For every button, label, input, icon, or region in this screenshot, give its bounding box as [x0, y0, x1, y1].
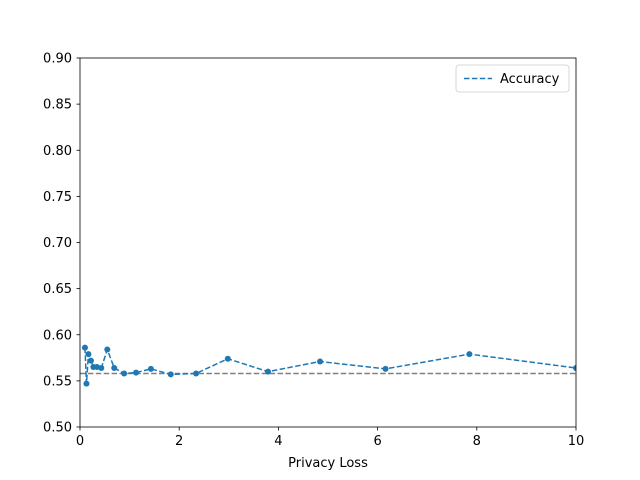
accuracy-point [85, 351, 92, 358]
legend: Accuracy [455, 64, 570, 93]
y-tick-label: 0.70 [43, 236, 72, 251]
accuracy-point [83, 380, 90, 387]
legend-label: Accuracy [500, 72, 560, 87]
axes: 0 2 4 6 8 10 0.50 0.55 0.60 0.65 0.70 0.75 0.80 0.85 0… [43, 52, 584, 450]
accuracy-point [466, 351, 473, 358]
x-tick-label: 6 [373, 434, 381, 449]
y-tick-label: 0.65 [43, 282, 72, 297]
y-tick-label: 0.85 [43, 98, 72, 113]
accuracy-point [147, 365, 154, 372]
accuracy-point [104, 346, 111, 353]
x-tick-label: 2 [175, 434, 183, 449]
accuracy-point [81, 344, 88, 351]
y-tick-label: 0.80 [43, 144, 72, 159]
accuracy-point [224, 355, 231, 362]
legend-box [455, 64, 570, 93]
accuracy-point [93, 364, 100, 371]
y-tick-label: 0.55 [43, 374, 72, 389]
accuracy-point [98, 364, 105, 371]
accuracy-point [87, 357, 94, 364]
accuracy-point [264, 368, 271, 375]
accuracy-point [193, 370, 200, 377]
axes-frame [79, 57, 577, 428]
x-axis-label: Privacy Loss [288, 456, 368, 471]
accuracy-point [167, 371, 174, 378]
x-tick-label: 8 [473, 434, 481, 449]
x-tick-label: 10 [568, 434, 585, 449]
accuracy-point [111, 364, 118, 371]
x-tick-label: 4 [274, 434, 282, 449]
y-tick-label: 0.90 [43, 52, 72, 67]
accuracy-point [573, 364, 576, 371]
y-tick-label: 0.60 [43, 328, 72, 343]
accuracy-point [133, 369, 140, 376]
accuracy-point [382, 365, 389, 372]
plot-content [80, 344, 576, 387]
accuracy-point [121, 370, 128, 377]
plot-area [80, 344, 576, 387]
x-tick-label: 0 [76, 434, 84, 449]
accuracy-series-line [84, 347, 576, 384]
y-tick-label: 0.75 [43, 190, 72, 205]
accuracy-point [317, 358, 324, 365]
y-tick-label: 0.50 [43, 421, 72, 436]
